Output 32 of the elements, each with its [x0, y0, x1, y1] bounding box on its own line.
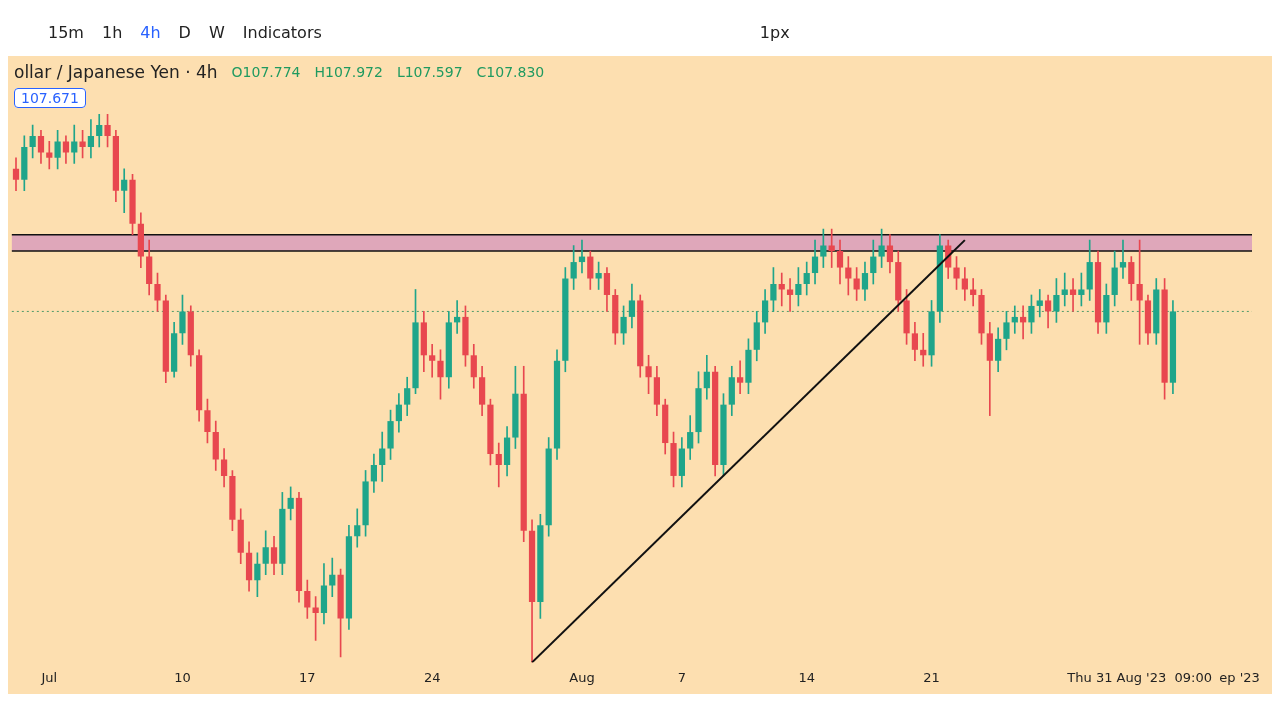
x-tick-label: Aug [569, 669, 595, 685]
text: 4h [140, 22, 161, 42]
candlestick [737, 360, 744, 395]
chart-title: ollar / Japanese Yen · 4h [14, 62, 218, 82]
text: W [208, 22, 225, 42]
candlestick [46, 141, 53, 170]
text: O107.774 [231, 64, 301, 80]
candlestick [1119, 239, 1127, 279]
candlestick [1036, 289, 1043, 318]
x-tick-label: 10 [174, 669, 191, 685]
x-tick-label: Thu 31 Aug '23 09:00 [1066, 669, 1212, 685]
x-tick-label: 17 [299, 669, 316, 685]
x-tick-label: 24 [423, 669, 441, 685]
text: 15m [48, 22, 84, 42]
text: L107.597 [396, 64, 463, 80]
candlestick [429, 344, 436, 378]
text: H107.972 [314, 64, 383, 80]
candlestick [1061, 272, 1068, 307]
text: C107.830 [476, 64, 545, 80]
x-tick-label: Jul [40, 669, 58, 685]
x-tick-label: 14 [798, 669, 815, 685]
text: 1h [101, 22, 123, 42]
x-tick-label: 21 [923, 669, 940, 685]
text: D [178, 22, 191, 42]
text: 1px [759, 22, 790, 42]
candlestick [1069, 278, 1077, 312]
x-tick-label: 7 [677, 669, 686, 685]
x-tick-label: ep '23 [1219, 669, 1260, 685]
text: Indicators [242, 22, 322, 42]
text: 107.671 [14, 88, 86, 108]
candlestick [970, 278, 977, 307]
candlestick [786, 278, 794, 312]
